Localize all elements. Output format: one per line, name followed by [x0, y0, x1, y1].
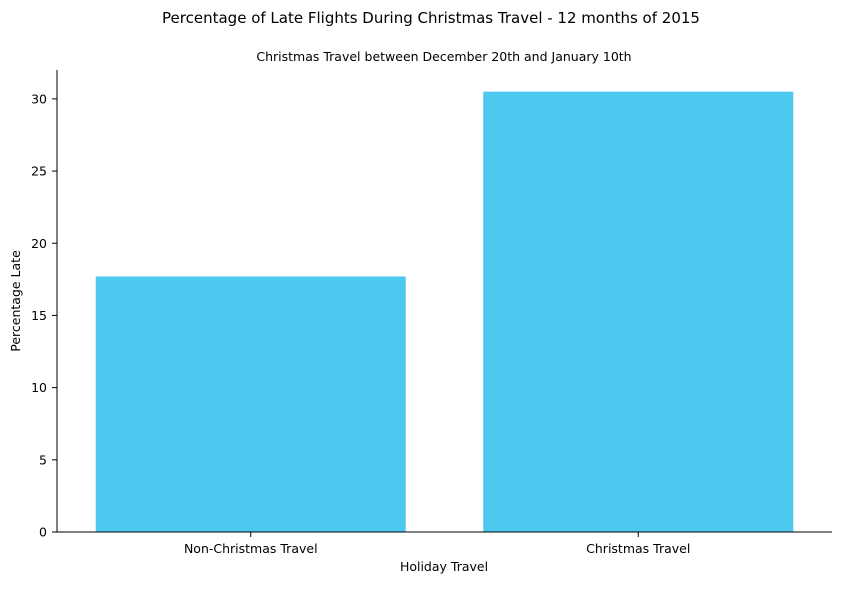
y-axis-label: Percentage Late: [8, 250, 23, 352]
bar-christmas-travel: [483, 91, 794, 532]
chart-subtitle: Christmas Travel between December 20th a…: [256, 49, 631, 64]
bars-layer: [95, 91, 794, 532]
y-tick-label: 30: [31, 91, 47, 106]
x-tick-label: Non-Christmas Travel: [184, 541, 318, 556]
y-tick-label: 5: [39, 452, 47, 467]
chart-title: Percentage of Late Flights During Christ…: [162, 9, 700, 27]
y-tick-label: 10: [31, 380, 47, 395]
x-tick-label: Christmas Travel: [586, 541, 690, 556]
y-axis: 0 5 10 15 20 25 30: [31, 91, 57, 540]
bar-non-christmas-travel: [95, 276, 406, 532]
y-tick-label: 20: [31, 236, 47, 251]
y-tick-label: 0: [39, 525, 47, 540]
x-axis-label: Holiday Travel: [400, 559, 488, 574]
y-tick-label: 15: [31, 308, 47, 323]
y-tick-label: 25: [31, 164, 47, 179]
x-axis: Non-Christmas Travel Christmas Travel: [184, 532, 690, 556]
